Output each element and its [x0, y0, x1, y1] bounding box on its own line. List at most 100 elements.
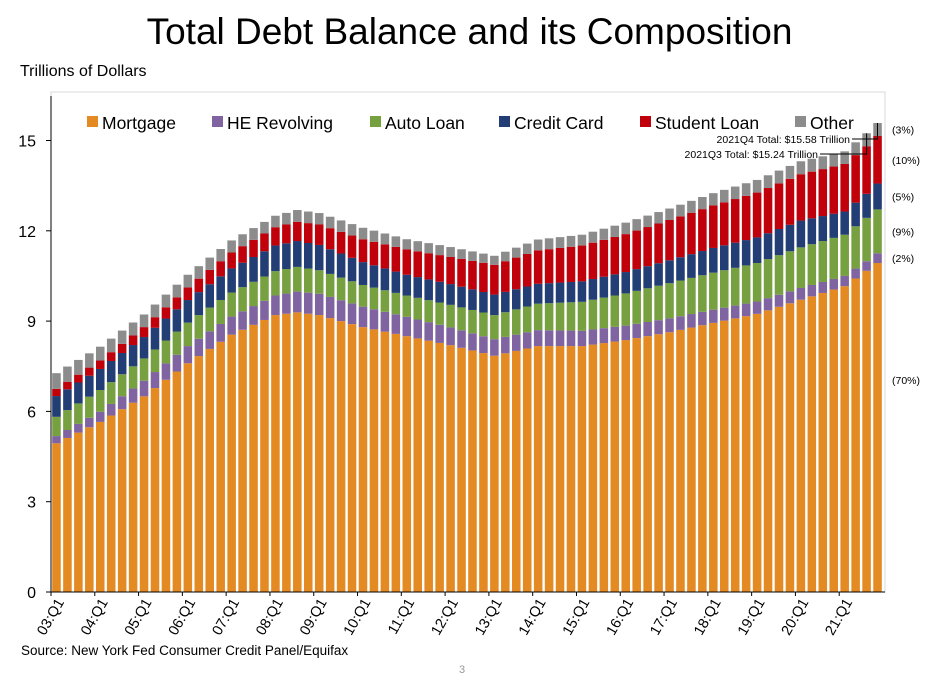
- bar-segment-other: [468, 251, 477, 261]
- bar-segment-mortgage: [610, 341, 620, 592]
- bar-segment-other: [599, 228, 609, 240]
- bar-segment-student-loan: [336, 231, 346, 254]
- bar-segment-auto-loan: [391, 292, 401, 315]
- bar-segment-auto-loan: [424, 300, 433, 323]
- bar-segment-other: [511, 247, 521, 258]
- bar-segment-he-revolving: [566, 330, 576, 347]
- bar-segment-mortgage: [282, 313, 291, 592]
- bar-segment-other: [577, 234, 587, 246]
- bar-segment-auto-loan: [818, 241, 828, 282]
- x-tick-label: 07:Q1: [209, 596, 243, 638]
- bar-segment-auto-loan: [358, 284, 368, 307]
- bar-segment-auto-loan: [347, 281, 357, 304]
- bar-segment-other: [435, 245, 444, 256]
- y-tick-label: 15: [18, 134, 36, 151]
- bar-segment-he-revolving: [303, 292, 313, 314]
- bar-segment-auto-loan: [468, 309, 477, 334]
- bar-segment-other: [588, 231, 598, 243]
- bar-segment-credit-card: [610, 274, 620, 296]
- bar-segment-he-revolving: [873, 253, 882, 264]
- bar-segment-mortgage: [796, 299, 806, 592]
- bar-segment-credit-card: [829, 213, 839, 238]
- bar-segment-student-loan: [150, 317, 160, 328]
- bar-segment-auto-loan: [282, 269, 291, 294]
- bar-segment-mortgage: [216, 341, 225, 592]
- bar-segment-student-loan: [851, 155, 860, 203]
- bar-segment-mortgage: [260, 319, 269, 592]
- x-tick-label: 13:Q1: [472, 596, 506, 638]
- bar-segment-credit-card: [687, 254, 696, 278]
- bar-segment-auto-loan: [763, 259, 773, 299]
- share-label-mortgage: (70%): [892, 375, 920, 387]
- bar-segment-other: [555, 237, 565, 248]
- bar-segment-he-revolving: [293, 291, 302, 313]
- legend: Mortgage HE Revolving Auto Loan Credit Card…: [87, 113, 854, 133]
- bar-segment-mortgage: [314, 315, 324, 592]
- bar-segment-credit-card: [862, 193, 871, 218]
- bar-segment-credit-card: [347, 257, 357, 282]
- bar-segment-he-revolving: [52, 436, 61, 444]
- bar-segment-he-revolving: [479, 336, 488, 354]
- bar-segment-mortgage: [588, 344, 598, 592]
- legend-swatch: [640, 116, 651, 127]
- legend-item-other: Other: [795, 113, 854, 133]
- bar-segment-student-loan: [687, 212, 696, 255]
- bar-segment-student-loan: [785, 178, 795, 225]
- bar-segment-student-loan: [128, 335, 138, 346]
- bar-segment-he-revolving: [369, 309, 379, 330]
- bar-segment-auto-loan: [687, 277, 696, 315]
- bar-segment-other: [632, 219, 641, 231]
- bar-segment-auto-loan: [796, 247, 806, 288]
- bar-segment-auto-loan: [249, 281, 258, 307]
- bar-segment-student-loan: [588, 242, 598, 280]
- bar-segment-mortgage: [468, 350, 477, 592]
- bar-segment-he-revolving: [95, 411, 105, 422]
- bar-segment-credit-card: [74, 382, 83, 404]
- bar-segment-auto-loan: [205, 307, 215, 332]
- bar-segment-other: [369, 230, 379, 242]
- bar-segment-he-revolving: [533, 330, 543, 347]
- x-tick-label: 18:Q1: [691, 596, 725, 638]
- legend-label: Student Loan: [655, 113, 759, 133]
- bar-segment-credit-card: [424, 279, 433, 301]
- bar-segment-he-revolving: [150, 372, 160, 389]
- bar-segment-he-revolving: [544, 330, 554, 347]
- bar-segment-other: [391, 236, 401, 247]
- bar-segment-auto-loan: [369, 287, 379, 310]
- bar-segment-auto-loan: [676, 280, 685, 317]
- bar-segment-auto-loan: [74, 403, 83, 424]
- bar-segment-student-loan: [205, 269, 215, 285]
- bar-segment-auto-loan: [807, 244, 817, 285]
- bar-segment-credit-card: [719, 245, 729, 271]
- bar-segment-credit-card: [314, 244, 324, 271]
- bar-segment-mortgage: [358, 327, 368, 592]
- x-tick-label: 15:Q1: [560, 596, 594, 638]
- bar-segment-other: [161, 294, 171, 308]
- bar-segment-auto-loan: [566, 302, 576, 331]
- bar-segment-auto-loan: [577, 301, 587, 331]
- bar-segment-auto-loan: [63, 410, 72, 430]
- bar-segment-student-loan: [227, 252, 236, 269]
- bar-segment-mortgage: [807, 296, 817, 592]
- bar-segment-other: [752, 179, 762, 193]
- x-tick-label: 12:Q1: [428, 596, 462, 638]
- bar-segment-mortgage: [402, 336, 412, 592]
- bar-segment-student-loan: [632, 230, 641, 270]
- bar-segment-credit-card: [709, 247, 718, 273]
- bar-segment-mortgage: [577, 346, 587, 592]
- bar-segment-auto-loan: [172, 331, 182, 355]
- bar-segment-student-loan: [479, 262, 488, 292]
- bar-segment-mortgage: [479, 353, 488, 592]
- bar-segment-credit-card: [522, 286, 532, 307]
- bar-segment-he-revolving: [621, 325, 631, 341]
- x-tick-label: 03:Q1: [34, 596, 68, 638]
- legend-item-credit-card: Credit Card: [499, 113, 603, 133]
- bar-segment-he-revolving: [851, 268, 860, 279]
- bar-segment-auto-loan: [128, 366, 138, 389]
- bar-segment-credit-card: [238, 262, 247, 288]
- bar-segment-student-loan: [380, 244, 390, 269]
- bar-segment-other: [698, 197, 707, 210]
- bar-segment-mortgage: [511, 350, 521, 592]
- bar-segment-credit-card: [282, 243, 291, 270]
- bar-segment-student-loan: [74, 374, 83, 383]
